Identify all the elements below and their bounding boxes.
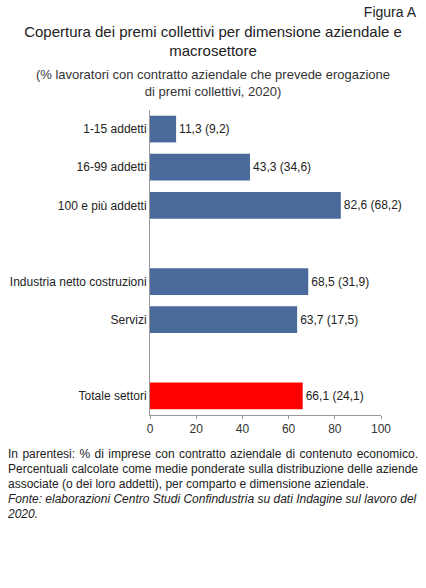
html-text:Fonte: elaborazioni Centro Stu: Fonte: elaborazioni Centro Studi Confind… [8, 492, 417, 521]
svg-text:100: 100 [371, 422, 391, 436]
svg-text:0: 0 [147, 422, 154, 436]
svg-text:1-15 addetti: 1-15 addetti [83, 122, 146, 136]
html-text:(% lavoratori con contratto az: (% lavoratori con contratto aziendale ch… [35, 67, 390, 99]
svg-text:16-99 addetti: 16-99 addetti [77, 160, 147, 174]
svg-text:66,1 (24,1): 66,1 (24,1) [306, 389, 364, 403]
svg-text:11,3 (9,2): 11,3 (9,2) [179, 122, 229, 136]
svg-text:68,5 (31,9): 68,5 (31,9) [311, 275, 369, 289]
html-text:In parentesi: % di imprese con: In parentesi: % di imprese con contratto… [8, 447, 418, 491]
svg-text:82,6 (68,2): 82,6 (68,2) [344, 198, 402, 212]
svg-text:40: 40 [236, 422, 250, 436]
svg-text:Servizi: Servizi [111, 313, 147, 327]
svg-text:63,7 (17,5): 63,7 (17,5) [300, 313, 358, 327]
svg-text:43,3 (34,6): 43,3 (34,6) [253, 160, 311, 174]
svg-text:Industria netto costruzioni: Industria netto costruzioni [10, 275, 147, 289]
svg-text:20: 20 [190, 422, 204, 436]
svg-text:Totale settori: Totale settori [79, 389, 147, 403]
svg-text:80: 80 [328, 422, 342, 436]
html-text:Copertura dei premi collettivi: Copertura dei premi collettivi per dimen… [24, 23, 402, 59]
svg-text:60: 60 [282, 422, 296, 436]
html-text:Figura A: Figura A [363, 4, 416, 20]
svg-text:100 e più addetti: 100 e più addetti [58, 199, 147, 213]
